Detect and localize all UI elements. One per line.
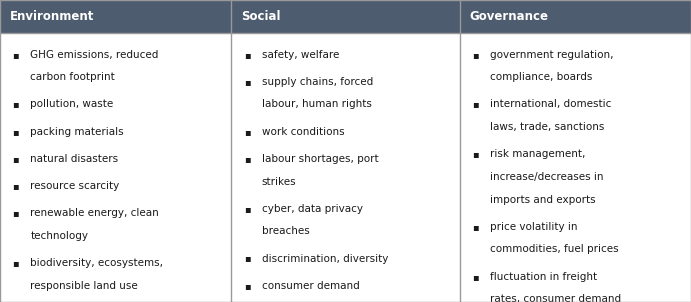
Text: breaches: breaches xyxy=(262,226,310,236)
Text: commodities, fuel prices: commodities, fuel prices xyxy=(490,244,618,255)
Text: international, domestic: international, domestic xyxy=(490,99,612,110)
Text: ▪: ▪ xyxy=(12,127,19,137)
Text: consumer demand: consumer demand xyxy=(262,281,359,291)
Text: packing materials: packing materials xyxy=(30,127,124,137)
Text: Governance: Governance xyxy=(469,10,548,23)
Text: cyber, data privacy: cyber, data privacy xyxy=(262,204,363,214)
Text: ▪: ▪ xyxy=(472,99,479,110)
Text: resource scarcity: resource scarcity xyxy=(30,181,120,191)
Text: labour shortages, port: labour shortages, port xyxy=(262,154,379,164)
Text: natural disasters: natural disasters xyxy=(30,154,119,164)
Text: ▪: ▪ xyxy=(244,204,251,214)
Text: ▪: ▪ xyxy=(472,222,479,232)
Text: ▪: ▪ xyxy=(12,99,19,110)
Text: responsible land use: responsible land use xyxy=(30,281,138,291)
Text: technology: technology xyxy=(30,231,88,241)
Text: ▪: ▪ xyxy=(244,253,251,264)
Text: biodiversity, ecosystems,: biodiversity, ecosystems, xyxy=(30,258,163,268)
Text: Social: Social xyxy=(241,10,281,23)
Text: safety, welfare: safety, welfare xyxy=(262,50,339,60)
Text: pollution, waste: pollution, waste xyxy=(30,99,113,110)
Text: renewable energy, clean: renewable energy, clean xyxy=(30,208,159,218)
Text: ▪: ▪ xyxy=(244,77,251,87)
Text: increase/decreases in: increase/decreases in xyxy=(490,172,603,182)
Bar xyxy=(460,0,691,33)
Bar xyxy=(0,0,231,33)
Bar xyxy=(231,0,460,33)
Text: imports and exports: imports and exports xyxy=(490,194,596,205)
Text: rates, consumer demand: rates, consumer demand xyxy=(490,294,621,302)
Text: laws, trade, sanctions: laws, trade, sanctions xyxy=(490,122,605,132)
Text: labour, human rights: labour, human rights xyxy=(262,99,372,110)
Text: ▪: ▪ xyxy=(12,50,19,60)
Text: Environment: Environment xyxy=(10,10,94,23)
Text: work conditions: work conditions xyxy=(262,127,345,137)
Text: GHG emissions, reduced: GHG emissions, reduced xyxy=(30,50,159,60)
Text: ▪: ▪ xyxy=(472,149,479,159)
Text: government regulation,: government regulation, xyxy=(490,50,614,60)
Text: compliance, boards: compliance, boards xyxy=(490,72,592,82)
Text: price volatility in: price volatility in xyxy=(490,222,578,232)
Text: fluctuation in freight: fluctuation in freight xyxy=(490,271,597,282)
Text: ▪: ▪ xyxy=(12,181,19,191)
Text: ▪: ▪ xyxy=(244,127,251,137)
Text: ▪: ▪ xyxy=(12,258,19,268)
Text: risk management,: risk management, xyxy=(490,149,585,159)
Text: ▪: ▪ xyxy=(472,271,479,282)
Text: ▪: ▪ xyxy=(244,281,251,291)
Text: carbon footprint: carbon footprint xyxy=(30,72,115,82)
Text: ▪: ▪ xyxy=(244,154,251,164)
Text: ▪: ▪ xyxy=(12,208,19,218)
Text: ▪: ▪ xyxy=(244,50,251,60)
Text: strikes: strikes xyxy=(262,176,296,187)
Text: discrimination, diversity: discrimination, diversity xyxy=(262,253,388,264)
Text: ▪: ▪ xyxy=(12,154,19,164)
Text: supply chains, forced: supply chains, forced xyxy=(262,77,373,87)
Text: ▪: ▪ xyxy=(472,50,479,60)
